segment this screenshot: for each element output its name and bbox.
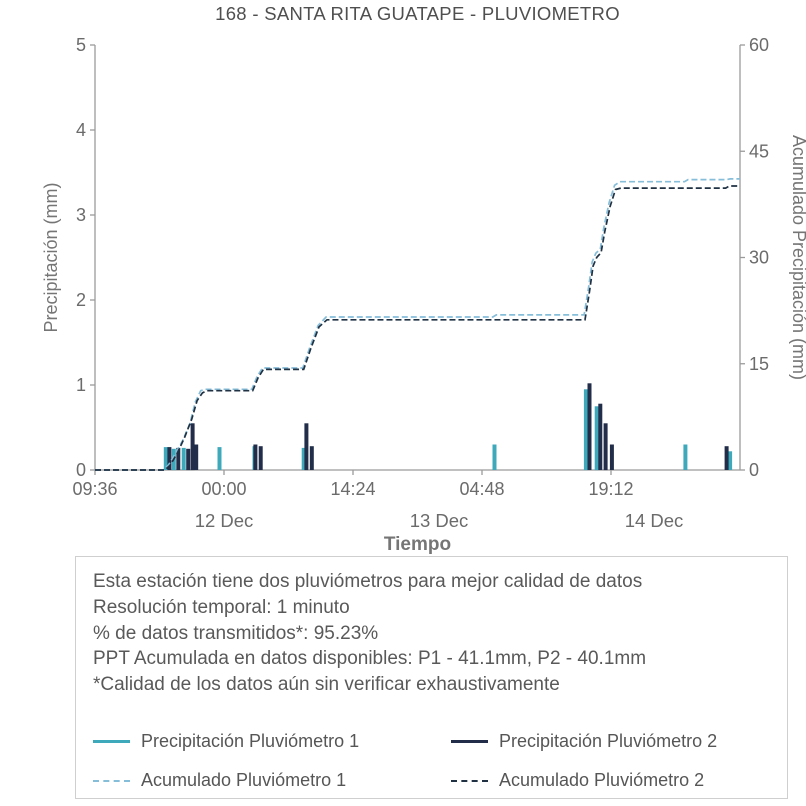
svg-text:Precipitación (mm): Precipitación (mm) — [41, 182, 61, 332]
station-info-box: Esta estación tiene dos pluviómetros par… — [75, 556, 788, 799]
svg-text:1: 1 — [76, 375, 86, 395]
svg-text:13 Dec: 13 Dec — [410, 510, 469, 531]
info-line-accumulated: PPT Acumulada en datos disponibles: P1 -… — [93, 648, 647, 670]
svg-text:00:00: 00:00 — [201, 479, 246, 499]
svg-text:30: 30 — [749, 248, 769, 268]
svg-text:0: 0 — [749, 460, 759, 480]
legend-item-precipitacion-pluviometro-2: Precipitación Pluviómetro 2 — [451, 729, 777, 755]
svg-text:Acumulado Precipitación (mm): Acumulado Precipitación (mm) — [789, 135, 806, 380]
svg-text:Tiempo: Tiempo — [384, 534, 451, 555]
svg-text:0: 0 — [76, 460, 86, 480]
svg-text:60: 60 — [749, 35, 769, 55]
page-title: 168 - SANTA RITA GUATAPE - PLUVIOMETRO — [215, 3, 620, 24]
svg-text:45: 45 — [749, 141, 769, 161]
legend-item-acumulado-pluviometro-2: Acumulado Pluviómetro 2 — [451, 768, 777, 794]
svg-text:15: 15 — [749, 354, 769, 374]
legend-item-acumulado-pluviometro-1: Acumulado Pluviómetro 1 — [93, 768, 451, 794]
svg-text:19:12: 19:12 — [588, 479, 633, 499]
legend-label: Precipitación Pluviómetro 1 — [141, 730, 360, 751]
svg-text:12 Dec: 12 Dec — [195, 510, 254, 531]
legend-label: Acumulado Pluviómetro 1 — [141, 769, 347, 790]
legend-item-precipitacion-pluviometro-1: Precipitación Pluviómetro 1 — [93, 729, 451, 755]
info-line-resolution: Resolución temporal: 1 minuto — [93, 596, 350, 618]
solid-line-teal-icon — [93, 740, 130, 744]
svg-text:3: 3 — [76, 205, 86, 225]
svg-text:14:24: 14:24 — [330, 479, 375, 499]
legend-label: Precipitación Pluviómetro 2 — [499, 730, 718, 751]
info-line-quality-note: *Calidad de los datos aún sin verificar … — [93, 674, 560, 696]
info-line-transmitted: % de datos transmitidos*: 95.23% — [93, 622, 379, 644]
legend-label: Acumulado Pluviómetro 2 — [499, 769, 705, 790]
solid-line-navy-icon — [451, 740, 488, 744]
svg-text:04:48: 04:48 — [459, 479, 504, 499]
info-line-station: Esta estación tiene dos pluviómetros par… — [93, 571, 643, 592]
svg-text:5: 5 — [76, 35, 86, 55]
svg-text:2: 2 — [76, 290, 86, 310]
svg-text:09:36: 09:36 — [72, 479, 117, 499]
dashed-line-lightblue-icon — [93, 779, 130, 782]
svg-text:4: 4 — [76, 120, 86, 140]
legend: Precipitación Pluviómetro 1 Precipitació… — [93, 729, 777, 794]
dashed-line-dark-icon — [451, 779, 488, 782]
svg-text:14 Dec: 14 Dec — [625, 510, 684, 531]
